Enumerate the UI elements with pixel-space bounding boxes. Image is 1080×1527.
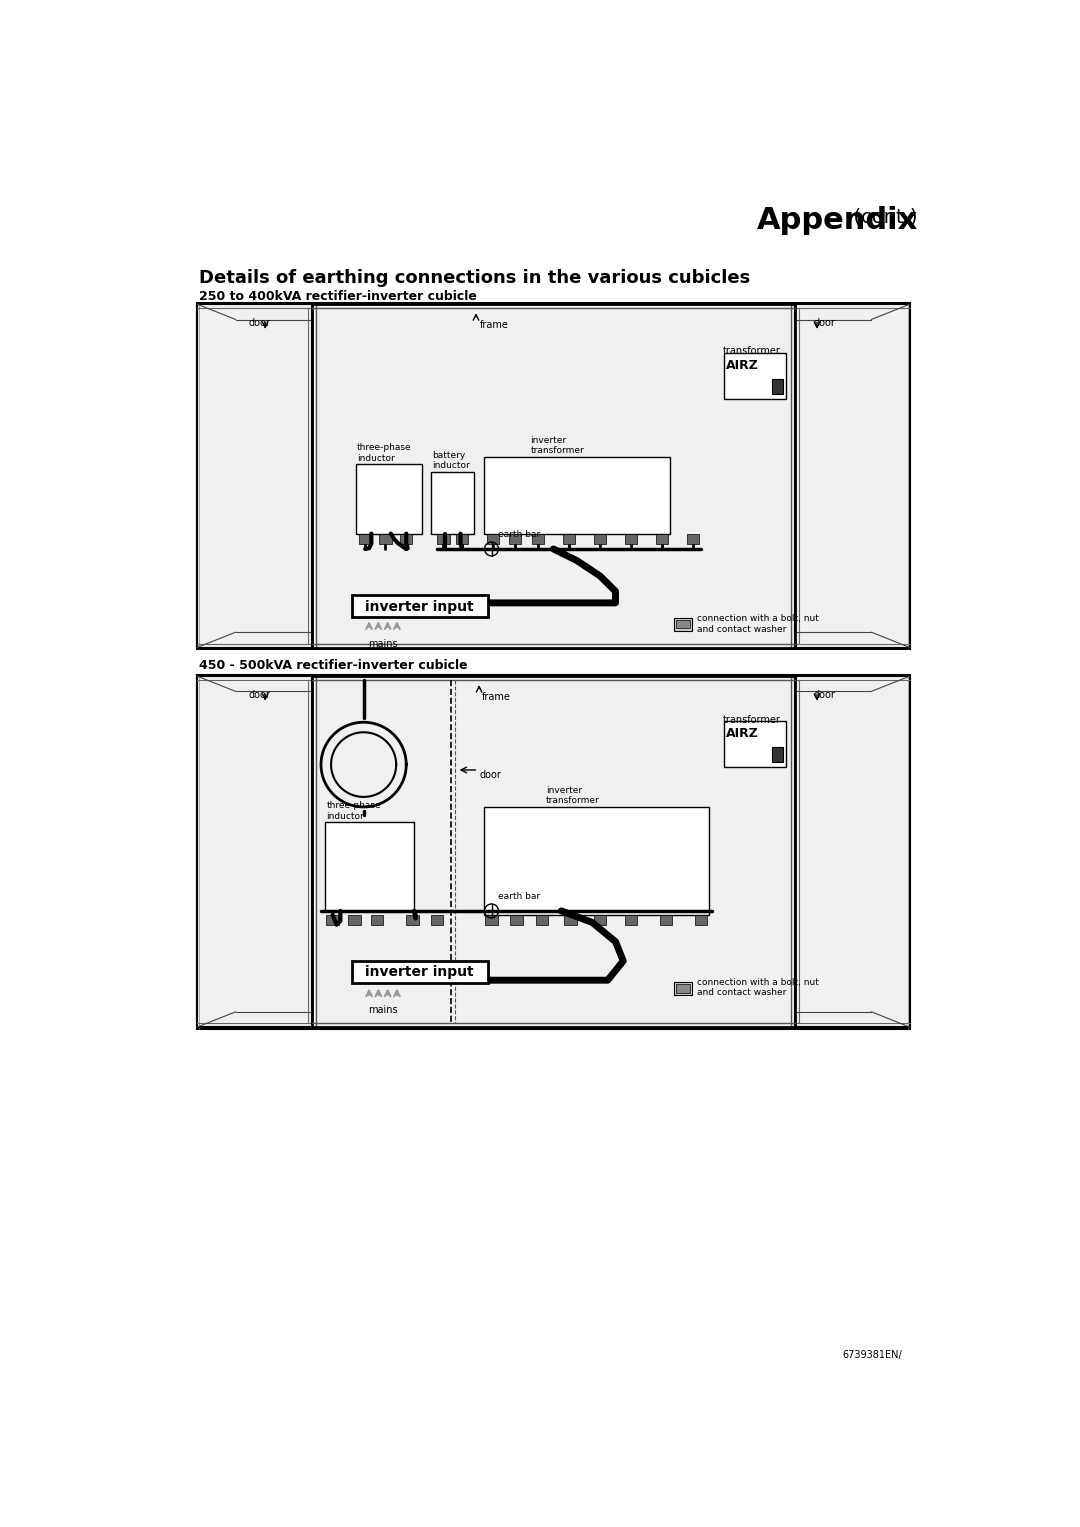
Bar	[456, 534, 469, 544]
Bar	[197, 302, 910, 649]
Bar	[326, 915, 339, 925]
Text: door: door	[248, 690, 270, 699]
Text: frame: frame	[480, 321, 509, 330]
Bar	[694, 915, 707, 925]
Text: door: door	[248, 318, 270, 328]
Text: transformer: transformer	[723, 347, 781, 356]
Text: three-phase
inductor: three-phase inductor	[356, 443, 411, 463]
Bar	[674, 618, 692, 631]
Text: inverter
transformer: inverter transformer	[545, 786, 599, 805]
Bar	[676, 983, 690, 993]
Bar	[348, 915, 361, 925]
Text: door: door	[814, 690, 836, 699]
Text: earth bar: earth bar	[498, 892, 540, 901]
Bar	[625, 915, 637, 925]
Bar	[724, 721, 786, 767]
Bar	[625, 534, 637, 544]
Bar	[484, 806, 708, 915]
Bar	[660, 915, 672, 925]
Bar	[352, 960, 488, 982]
Bar	[484, 457, 670, 533]
Bar	[676, 620, 690, 628]
Bar	[197, 675, 910, 1029]
Bar	[687, 534, 699, 544]
Bar	[510, 915, 523, 925]
Text: connection with a bolt, nut
and contact washer: connection with a bolt, nut and contact …	[697, 977, 819, 997]
Bar	[199, 304, 908, 647]
Bar	[724, 353, 786, 399]
Bar	[352, 596, 488, 617]
Text: door: door	[814, 318, 836, 328]
Bar	[565, 915, 577, 925]
Bar	[594, 534, 606, 544]
Text: 6739381EN/: 6739381EN/	[842, 1350, 902, 1359]
Text: AIRZ: AIRZ	[727, 359, 759, 371]
Text: frame: frame	[482, 692, 511, 702]
Bar	[536, 915, 548, 925]
Text: inverter input: inverter input	[365, 600, 474, 614]
Text: inverter
transformer: inverter transformer	[530, 435, 584, 455]
Text: (cont.): (cont.)	[792, 208, 918, 228]
Text: three-phase
inductor: three-phase inductor	[326, 802, 381, 822]
Bar	[772, 379, 783, 394]
Bar	[356, 464, 422, 533]
Bar	[406, 915, 419, 925]
Text: Appendix: Appendix	[756, 206, 918, 235]
Bar	[400, 534, 413, 544]
Bar	[325, 823, 414, 912]
Text: 250 to 400kVA rectifier-inverter cubicle: 250 to 400kVA rectifier-inverter cubicle	[199, 290, 476, 302]
Bar	[437, 534, 449, 544]
Bar	[431, 472, 474, 533]
Bar	[431, 915, 444, 925]
Text: mains: mains	[368, 1005, 397, 1015]
Bar	[674, 982, 692, 994]
Bar	[509, 534, 521, 544]
Text: door: door	[480, 770, 502, 780]
Bar	[485, 915, 498, 925]
Bar	[370, 915, 383, 925]
Bar	[531, 534, 544, 544]
Text: inverter input: inverter input	[365, 965, 474, 979]
Text: mains: mains	[368, 640, 397, 649]
Bar	[563, 534, 576, 544]
Bar	[656, 534, 669, 544]
Text: connection with a bolt, nut
and contact washer: connection with a bolt, nut and contact …	[697, 614, 819, 634]
Text: battery
inductor: battery inductor	[432, 450, 470, 470]
Bar	[359, 534, 372, 544]
Text: transformer: transformer	[723, 715, 781, 724]
Bar	[594, 915, 606, 925]
Bar	[379, 534, 392, 544]
Text: AIRZ: AIRZ	[727, 727, 759, 741]
Text: earth bar: earth bar	[498, 530, 540, 539]
Bar	[487, 534, 499, 544]
Bar	[772, 747, 783, 762]
Bar	[199, 676, 908, 1028]
Text: Details of earthing connections in the various cubicles: Details of earthing connections in the v…	[199, 269, 750, 287]
Text: 450 - 500kVA rectifier-inverter cubicle: 450 - 500kVA rectifier-inverter cubicle	[199, 660, 468, 672]
